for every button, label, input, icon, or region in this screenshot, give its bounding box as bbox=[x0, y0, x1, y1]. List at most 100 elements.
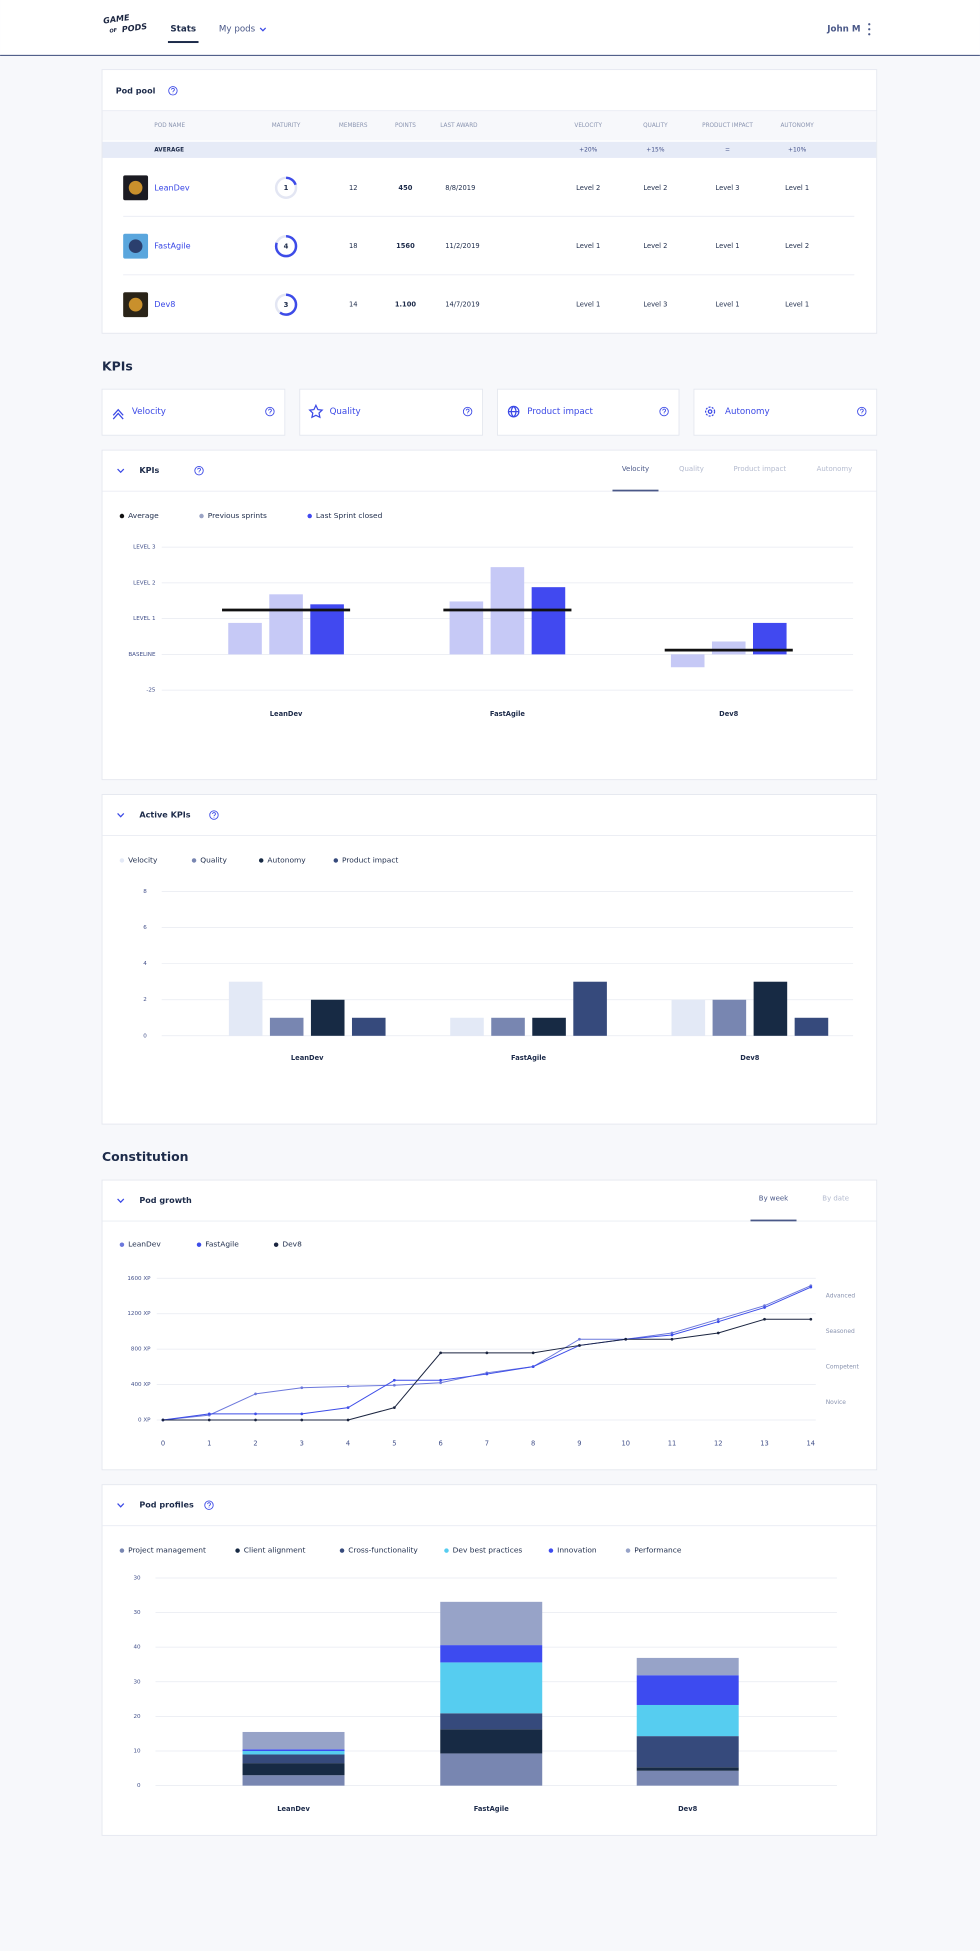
help-icon[interactable] bbox=[168, 86, 178, 96]
y-tick-label: 1200 XP bbox=[127, 1311, 151, 1317]
chart-tab[interactable]: By date bbox=[822, 1195, 849, 1203]
help-icon bbox=[197, 467, 201, 474]
help-icon[interactable] bbox=[857, 406, 867, 417]
column-header: MATURITY bbox=[272, 123, 301, 129]
legend-label: Previous sprints bbox=[208, 511, 267, 520]
series-point bbox=[809, 1317, 813, 1321]
pod-name[interactable]: Dev8 bbox=[154, 299, 175, 309]
kpi-card-label[interactable]: Quality bbox=[330, 407, 361, 417]
pod-avatar-emblem bbox=[128, 180, 143, 195]
legend-label: Innovation bbox=[557, 1546, 597, 1555]
series-point bbox=[578, 1337, 581, 1341]
maturity-ring bbox=[274, 176, 298, 199]
y-tick-label: 4 bbox=[143, 961, 147, 967]
user-menu-dot[interactable] bbox=[868, 23, 871, 26]
series-point bbox=[763, 1317, 766, 1321]
collapse-toggle[interactable] bbox=[117, 1503, 125, 1508]
bar-segment bbox=[242, 1763, 345, 1776]
x-tick-label: 6 bbox=[438, 1440, 442, 1448]
x-tick-label: Dev8 bbox=[678, 1805, 697, 1813]
legend-swatch bbox=[196, 1242, 202, 1247]
user-menu-dot[interactable] bbox=[868, 28, 871, 31]
cell-product-impact: Level 3 bbox=[715, 184, 739, 192]
pod-avatar-emblem bbox=[128, 239, 143, 254]
help-icon[interactable] bbox=[209, 810, 219, 820]
level-annotation: Competent bbox=[826, 1363, 860, 1370]
column-header: POD NAME bbox=[154, 123, 185, 129]
kpi-card[interactable] bbox=[299, 388, 483, 436]
user-menu-dot[interactable] bbox=[868, 33, 871, 36]
cell-members: 14 bbox=[349, 301, 358, 309]
pod-name[interactable]: LeanDev bbox=[154, 182, 190, 192]
nav-item[interactable]: Stats bbox=[170, 25, 196, 35]
bar bbox=[794, 1017, 829, 1036]
cell-velocity: Level 2 bbox=[576, 184, 600, 192]
kpi-card[interactable] bbox=[497, 388, 680, 436]
chart-tab[interactable]: Velocity bbox=[622, 465, 649, 473]
y-tick-label: 40 bbox=[133, 1645, 141, 1651]
legend-swatch bbox=[273, 1242, 279, 1247]
x-tick-label: 8 bbox=[531, 1440, 535, 1448]
series-point bbox=[346, 1385, 350, 1388]
x-tick-label: Dev8 bbox=[740, 1054, 759, 1062]
help-icon bbox=[268, 408, 272, 415]
column-header: MEMBERS bbox=[339, 123, 368, 129]
cell-points: 1.100 bbox=[395, 301, 417, 309]
chart-tab[interactable]: Product impact bbox=[734, 465, 787, 473]
kpi-card[interactable] bbox=[101, 388, 286, 436]
pod-pool-card bbox=[101, 69, 878, 334]
help-icon[interactable] bbox=[462, 406, 473, 417]
average-value: = bbox=[725, 146, 730, 153]
pod-name[interactable]: FastAgile bbox=[154, 241, 190, 251]
chart-tab[interactable]: Quality bbox=[679, 465, 704, 473]
kpi-card[interactable] bbox=[693, 388, 878, 436]
help-icon bbox=[171, 87, 175, 94]
cell-members: 18 bbox=[349, 242, 358, 250]
pod-avatar-emblem bbox=[128, 297, 143, 312]
nav-item[interactable]: My pods bbox=[219, 25, 256, 35]
chart-card bbox=[101, 449, 878, 781]
maturity-value: 1 bbox=[284, 184, 289, 192]
x-tick-label: 9 bbox=[577, 1440, 581, 1448]
bar-segment bbox=[636, 1736, 739, 1768]
series-point bbox=[161, 1418, 165, 1422]
x-tick-label: 10 bbox=[621, 1440, 630, 1448]
chart-tab[interactable]: By week bbox=[759, 1195, 788, 1203]
help-icon[interactable] bbox=[265, 406, 275, 417]
series-point bbox=[207, 1412, 211, 1416]
x-tick-label: 4 bbox=[346, 1440, 350, 1448]
chart-tab[interactable]: Autonomy bbox=[817, 465, 853, 473]
x-tick-label: FastAgile bbox=[474, 1805, 509, 1813]
kpi-card-label[interactable]: Velocity bbox=[132, 407, 166, 417]
legend-swatch bbox=[548, 1548, 554, 1553]
help-icon[interactable] bbox=[194, 465, 204, 476]
bar bbox=[711, 641, 746, 655]
kpi-card-label[interactable]: Autonomy bbox=[725, 407, 770, 417]
bar-segment bbox=[636, 1657, 739, 1676]
kpi-card-label[interactable]: Product impact bbox=[527, 407, 593, 417]
y-tick-label: LEVEL 2 bbox=[133, 580, 155, 586]
legend-label: Autonomy bbox=[267, 855, 306, 864]
section-heading: KPIs bbox=[102, 358, 133, 373]
chart-tab-underline bbox=[612, 489, 659, 492]
y-tick-label: 8 bbox=[143, 889, 147, 895]
collapse-toggle[interactable] bbox=[117, 813, 125, 818]
help-icon[interactable] bbox=[659, 406, 669, 417]
collapse-toggle[interactable] bbox=[117, 1198, 125, 1204]
logo: GAME bbox=[103, 12, 131, 26]
series-point bbox=[670, 1337, 674, 1341]
user-name[interactable]: John M bbox=[826, 25, 860, 35]
bar bbox=[269, 594, 303, 655]
help-icon bbox=[859, 408, 864, 415]
series-point bbox=[485, 1372, 489, 1376]
collapse-toggle[interactable] bbox=[117, 468, 125, 474]
legend-label: Last Sprint closed bbox=[316, 511, 383, 520]
bar bbox=[532, 1017, 566, 1036]
legend-swatch bbox=[258, 858, 264, 863]
help-icon[interactable] bbox=[204, 1500, 214, 1510]
legend-label: Dev best practices bbox=[453, 1546, 523, 1555]
series-point bbox=[254, 1418, 257, 1422]
nav-dropdown[interactable] bbox=[259, 27, 267, 32]
maturity-ring bbox=[274, 293, 298, 316]
